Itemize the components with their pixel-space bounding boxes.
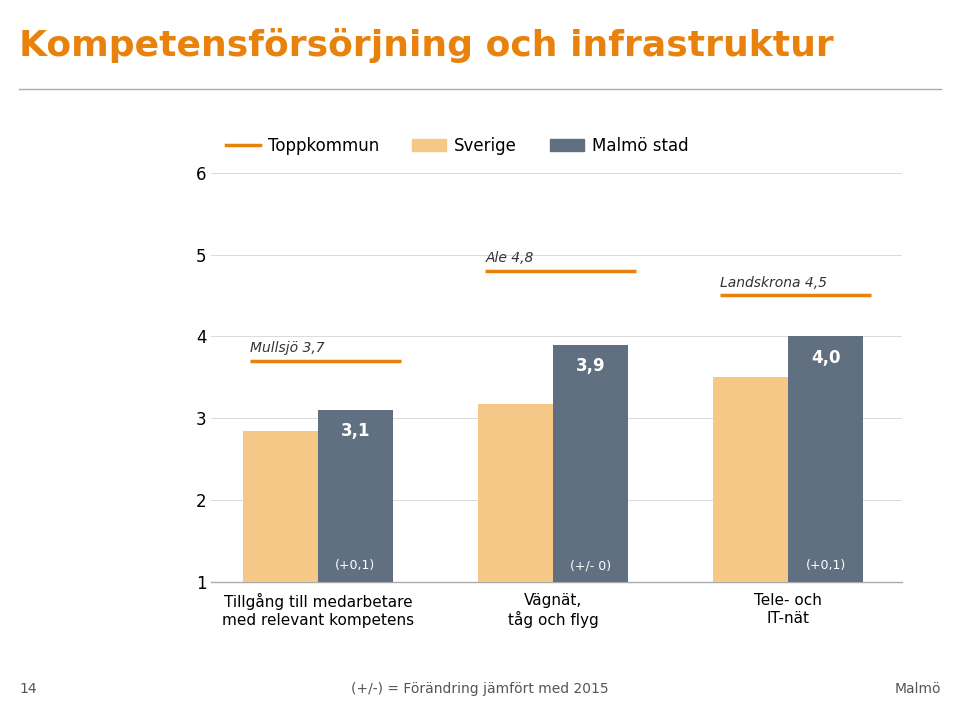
- Text: 3,1: 3,1: [341, 422, 371, 440]
- Bar: [788, 337, 863, 582]
- Text: 3,9: 3,9: [576, 357, 606, 375]
- Text: (+0,1): (+0,1): [805, 559, 846, 572]
- Text: Malmö: Malmö: [895, 682, 941, 696]
- Bar: [553, 344, 628, 582]
- Text: Mullsjö 3,7: Mullsjö 3,7: [251, 342, 324, 355]
- Text: (+/- 0): (+/- 0): [570, 559, 612, 572]
- Bar: [713, 378, 788, 582]
- Text: Landskrona 4,5: Landskrona 4,5: [720, 275, 828, 290]
- Bar: [478, 405, 553, 582]
- Bar: [318, 410, 394, 582]
- Bar: [243, 431, 318, 582]
- Text: Kompetensförsörjning och infrastruktur: Kompetensförsörjning och infrastruktur: [19, 28, 834, 63]
- Legend: Toppkommun, Sverige, Malmö stad: Toppkommun, Sverige, Malmö stad: [220, 131, 695, 162]
- Text: Ale 4,8: Ale 4,8: [486, 251, 534, 265]
- Text: 4,0: 4,0: [811, 349, 841, 367]
- Text: 14: 14: [19, 682, 36, 696]
- Text: (+0,1): (+0,1): [335, 559, 375, 572]
- Text: (+/-) = Förändring jämfört med 2015: (+/-) = Förändring jämfört med 2015: [351, 682, 609, 696]
